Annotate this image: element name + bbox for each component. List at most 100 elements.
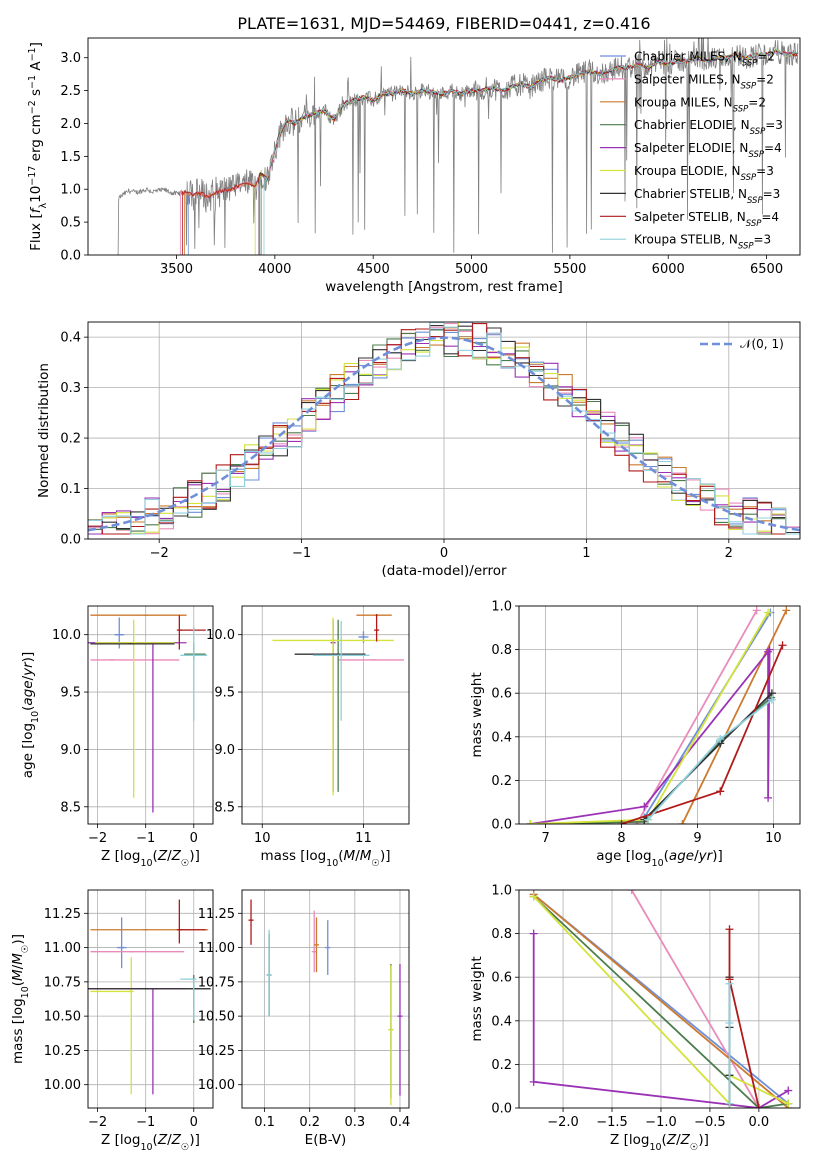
spectrum-panel: 3500 4000 4500 5000 5500 6000 6500 0.0 0.5 1.0 1.5… xyxy=(27,37,801,295)
y-tick-label: 2.5 xyxy=(60,84,81,99)
x-tick-label: 10 xyxy=(254,831,271,846)
y-tick-label: 0.2 xyxy=(491,1058,512,1073)
weight-marker xyxy=(640,802,649,811)
y-tick-label: 9.5 xyxy=(214,686,235,701)
x-tick-label: 6500 xyxy=(750,262,783,277)
y-axis-label: Normed distribution xyxy=(36,363,52,498)
y-tick-label: 0.2 xyxy=(60,432,81,447)
weight-line xyxy=(533,893,789,1108)
age-vs-Z-plot-area xyxy=(88,614,208,813)
weight-marker xyxy=(678,820,687,824)
legend-entry: Chabrier MILES, NSSP=2 xyxy=(634,50,775,69)
legend-entry: Kroupa MILES, NSSP=2 xyxy=(634,95,766,114)
x-tick-label: −1 xyxy=(292,546,311,561)
weight-line xyxy=(643,612,772,818)
legend-entry: Salpeter STELIB, NSSP=4 xyxy=(634,210,779,229)
weight-marker xyxy=(764,608,773,617)
x-tick-label: −2 xyxy=(150,546,169,561)
x-tick-label: −1 xyxy=(136,1115,155,1130)
errorbar-point xyxy=(180,978,197,1021)
y-tick-label: 0.0 xyxy=(60,533,81,548)
mass-vs-EBV-plot-area xyxy=(248,899,403,1106)
axes-frame xyxy=(87,37,801,256)
weight-line xyxy=(681,610,788,824)
y-tick-label: 11.25 xyxy=(44,907,81,922)
spectrum-legend: Chabrier MILES, NSSP=2 Salpeter MILES, NS… xyxy=(600,50,783,252)
weight-marker xyxy=(725,979,734,988)
legend-entry: Salpeter ELODIE, NSSP=4 xyxy=(634,141,782,160)
y-tick-label: 11.00 xyxy=(44,941,81,956)
x-tick-label: 0 xyxy=(190,831,198,846)
weight-marker xyxy=(764,793,773,802)
weight-line xyxy=(533,895,789,1108)
age-vs-metallicity-panel: −2 −1 0 8.5 9.0 9.5 10.0 Z [log10(Z/Z☉)] age [lo… xyxy=(20,605,214,869)
residual-histogram-panel: −2 −1 0 1 2 0.0 0.1 0.2 0.3 0.4 (data-model)/error… xyxy=(36,321,801,579)
x-tick-label: 2 xyxy=(725,546,733,561)
weight-marker xyxy=(617,820,626,824)
x-axis-label: Z [log10(Z/Z☉)] xyxy=(101,1132,200,1153)
weight-line xyxy=(630,890,760,1108)
y-tick-label: 10.25 xyxy=(44,1044,81,1059)
model-spectrum-line xyxy=(263,49,798,255)
x-tick-label: 9 xyxy=(693,831,701,846)
errorbar-point xyxy=(116,917,127,969)
x-tick-label: 8 xyxy=(617,831,625,846)
weight-line xyxy=(635,609,758,824)
x-axis-label: wavelength [Angstrom, rest frame] xyxy=(325,279,563,295)
errorbar-point xyxy=(266,929,272,1017)
weight-marker xyxy=(529,929,538,938)
x-tick-label: 0.4 xyxy=(390,1115,411,1130)
weight-marker xyxy=(529,892,538,901)
y-tick-label: 0.8 xyxy=(491,643,512,658)
x-axis-label: Z [log10(Z/Z☉)] xyxy=(610,1132,709,1153)
weight-marker xyxy=(765,645,774,654)
y-tick-label: 0.4 xyxy=(491,730,512,745)
y-tick-label: 3.0 xyxy=(60,51,81,66)
axes-frame xyxy=(87,321,801,540)
y-tick-label: 1.0 xyxy=(491,884,512,899)
weight-marker xyxy=(529,1077,538,1086)
weight-marker xyxy=(725,925,734,934)
x-axis-label: E(B-V) xyxy=(305,1132,347,1148)
x-tick-label: 0.2 xyxy=(299,1115,320,1130)
mass-vs-extinction-panel: 0.1 0.2 0.3 0.4 10.00 10.25 10.50 10.75 11.00 11.… xyxy=(198,889,411,1148)
y-axis-label: Flux [fλ10−17 erg cm−2 s−1 A−1] xyxy=(27,42,49,251)
y-tick-label: 0.4 xyxy=(491,1014,512,1029)
weight-marker xyxy=(627,890,636,894)
errorbar-point xyxy=(176,899,206,944)
legend-entry: Kroupa ELODIE, NSSP=3 xyxy=(634,164,774,183)
errorbar-point xyxy=(313,917,319,973)
mass-vs-Z-plot-area xyxy=(88,899,211,1095)
weight-vs-metallicity-panel: −2.0 −1.5 −1.0 −0.5 0.0 0.0 0.2 0.4 0.6 0.8 1.0 Z [… xyxy=(469,884,801,1153)
x-tick-label: −1.0 xyxy=(645,1115,677,1130)
normal-reference-curve xyxy=(88,336,800,532)
y-tick-label: 1.5 xyxy=(60,150,81,165)
weight-marker xyxy=(725,1099,734,1108)
errorbar-point xyxy=(90,957,134,1095)
errorbar-point xyxy=(312,620,370,721)
weight-marker xyxy=(716,787,725,796)
x-axis-label: age [log10(age/yr)] xyxy=(596,848,722,869)
x-tick-label: 0 xyxy=(440,546,448,561)
weight-marker xyxy=(778,641,787,650)
y-tick-label: 1.0 xyxy=(60,183,81,198)
residuals-plot-area xyxy=(88,322,800,535)
x-tick-label: 7 xyxy=(541,831,549,846)
y-tick-label: 0.4 xyxy=(60,331,81,346)
residual-histogram-step xyxy=(88,325,800,534)
mass-vs-metallicity-panel: −2 −1 0 10.00 10.25 10.50 10.75 11.00 11.25 Z [lo… xyxy=(10,889,214,1153)
y-axis-label: age [log10(age/yr)] xyxy=(20,652,41,778)
legend-entry: Salpeter MILES, NSSP=2 xyxy=(634,72,774,91)
y-tick-label: 0.6 xyxy=(491,687,512,702)
axes-frame xyxy=(87,889,214,1109)
errorbar-point xyxy=(397,964,403,1096)
x-tick-label: 5500 xyxy=(553,262,586,277)
legend-entry: Kroupa STELIB, NSSP=3 xyxy=(634,233,771,252)
errorbar-point xyxy=(180,626,208,721)
y-axis-label: mass weight xyxy=(469,956,485,1041)
weight-marker xyxy=(752,606,761,615)
errorbar-point xyxy=(374,614,380,642)
weight-series xyxy=(678,606,791,824)
x-tick-label: 1 xyxy=(582,546,590,561)
x-tick-label: 10 xyxy=(765,831,782,846)
